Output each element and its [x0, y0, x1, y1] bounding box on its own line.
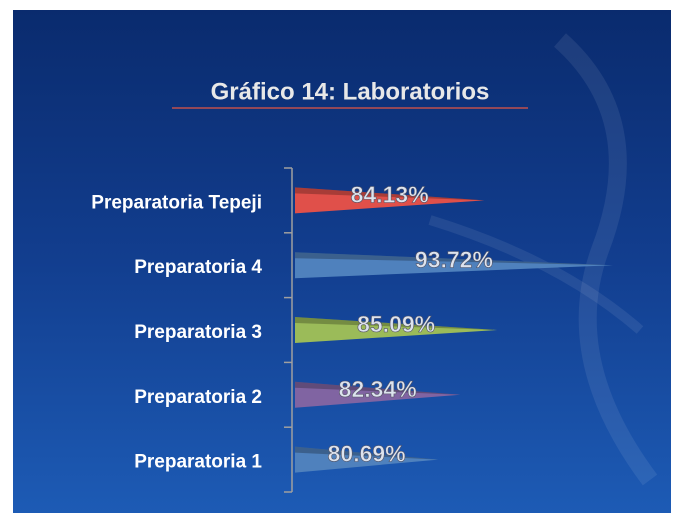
value-label: 82.34% [339, 376, 417, 402]
value-label: 93.72% [415, 246, 493, 272]
category-label: Preparatoria 4 [134, 257, 262, 278]
page: {"chart_data": {"type": "bar", "orientat… [0, 0, 683, 517]
value-label: 84.13% [351, 181, 429, 207]
chart: Gráfico 14: Laboratorios Preparatoria 1 8… [0, 0, 683, 517]
value-label: 80.69% [328, 441, 406, 467]
category-label: Preparatoria 2 [134, 387, 262, 408]
chart-title: Gráfico 14: Laboratorios [211, 78, 490, 105]
category-label: Preparatoria 3 [134, 322, 262, 343]
value-label: 85.09% [357, 311, 435, 337]
category-label: Preparatoria 1 [134, 452, 262, 473]
category-label: Preparatoria Tepeji [91, 192, 262, 213]
